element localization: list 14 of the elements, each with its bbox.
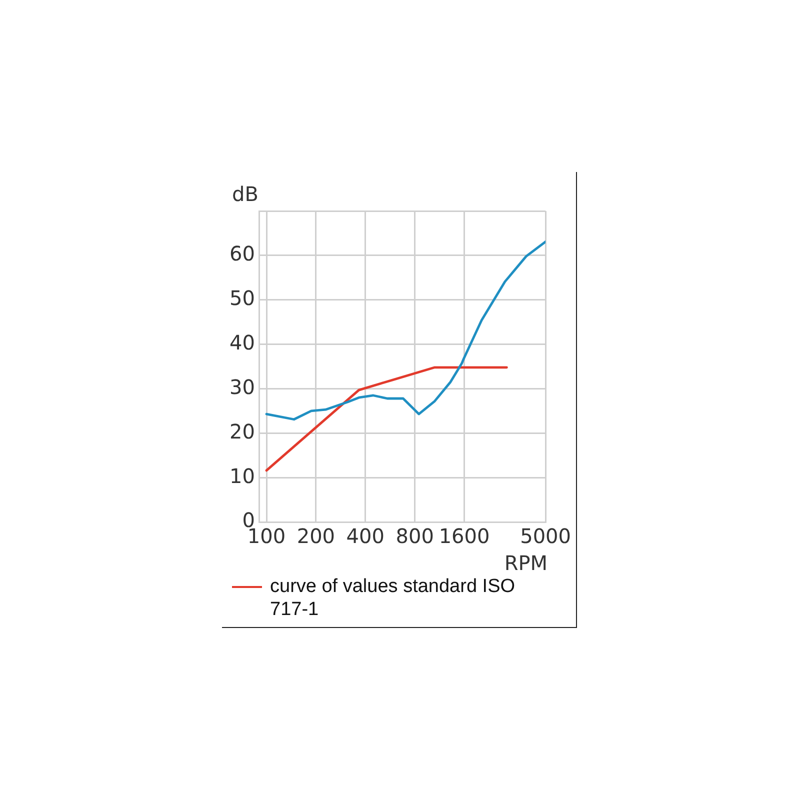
- x-tick-label: 1600: [438, 524, 490, 548]
- x-tick-label: 400: [346, 524, 384, 548]
- y-tick-label: 40: [230, 330, 255, 354]
- y-tick-label: 50: [230, 286, 255, 310]
- legend-label: curve of values standard ISO 717-1: [270, 575, 516, 621]
- x-tick-label: 5000: [520, 524, 572, 548]
- x-axis-title: RPM: [504, 551, 548, 576]
- y-tick-label: 30: [230, 374, 255, 399]
- y-tick-label: 60: [230, 242, 255, 266]
- x-tick-label: 800: [396, 524, 434, 548]
- y-axis-title: dB: [232, 182, 258, 206]
- y-tick-label: 10: [230, 464, 255, 488]
- y-tick-label: 20: [230, 419, 255, 444]
- x-tick-label: 200: [296, 524, 336, 548]
